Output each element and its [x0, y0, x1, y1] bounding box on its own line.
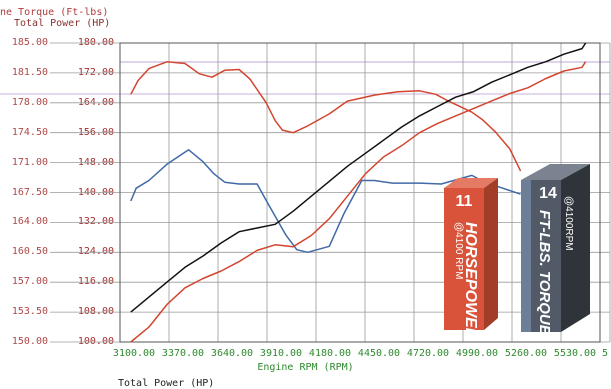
- y-right-tick: 180.00: [77, 37, 114, 48]
- tq-badge-rpm: @4100RPM: [563, 196, 574, 251]
- x-tick: 4180.00: [308, 348, 352, 359]
- y-left-tick: 171.00: [11, 156, 48, 168]
- tq-badge-side: [561, 164, 590, 332]
- tq-badge-number: 14: [539, 185, 557, 202]
- x-tick: 5530.00: [553, 348, 597, 359]
- series-lines: [130, 42, 587, 343]
- series-line-3: [130, 61, 587, 343]
- x-tick: 3640.00: [210, 348, 254, 359]
- horsepower-badge: 11 @4100 RPM HORSEPOWER: [444, 172, 498, 340]
- torque-badge: 14 @4100RPM FT-LBS. TORQUE: [521, 164, 590, 336]
- y-right-tick: 132.00: [77, 216, 114, 228]
- x-axis-title: Engine RPM (RPM): [257, 362, 354, 373]
- y-left-tick: 150.00: [11, 336, 48, 347]
- tq-badge-edge: [521, 180, 531, 332]
- x-tick: 3100.00: [112, 348, 156, 359]
- y-left-tick: 178.00: [11, 96, 48, 108]
- y-right-tick: 172.00: [77, 66, 114, 78]
- x-tick: 4990.00: [455, 348, 499, 359]
- y-left-tick: 185.00: [11, 37, 48, 48]
- x-tick: 3910.00: [259, 348, 303, 359]
- x-tick: 5: [602, 348, 609, 359]
- y-right-tick: 164.00: [77, 96, 114, 108]
- hp-badge-word: HORSEPOWER: [462, 222, 479, 340]
- y-left-tick: 181.50: [11, 66, 48, 78]
- y-right-tick: 108.00: [77, 306, 114, 318]
- x-tick: 4720.00: [406, 348, 450, 359]
- x-tick: 3370.00: [161, 348, 205, 359]
- series-line-0: [130, 149, 521, 254]
- tq-badge-top-face: [521, 164, 590, 180]
- hp-badge-side: [484, 178, 498, 330]
- y-right-tick: 100.00: [77, 336, 114, 347]
- y-left-tick: 157.00: [11, 276, 48, 288]
- right-axis-title: Total Power (HP): [14, 18, 111, 29]
- bottom-power-label: Total Power (HP): [118, 378, 215, 389]
- hp-badge-number: 11: [456, 193, 473, 210]
- plot-frame: [119, 42, 601, 343]
- y-right-tick: 140.00: [77, 186, 114, 198]
- y-right-tick: 124.00: [77, 246, 114, 258]
- series-line-2: [130, 42, 587, 313]
- y-left-tick: 174.50: [11, 126, 48, 138]
- x-tick: 5260.00: [504, 348, 548, 359]
- y-right-tick: 148.00: [77, 156, 114, 168]
- series-line-1: [130, 61, 522, 172]
- hp-badge-top-face: [444, 178, 498, 188]
- y-left-tick: 153.50: [11, 306, 48, 318]
- x-tick: 4450.00: [357, 348, 401, 359]
- tq-badge-word: FT-LBS. TORQUE: [536, 210, 553, 336]
- y-left-tick: 164.00: [11, 216, 48, 228]
- y-right-tick: 156.00: [77, 126, 114, 138]
- y-left-tick: 167.50: [11, 186, 48, 198]
- y-left-tick: 160.50: [11, 246, 48, 258]
- hp-badge-rpm: @4100 RPM: [453, 222, 464, 279]
- grid: [0, 42, 611, 343]
- y-right-tick: 116.00: [77, 276, 114, 288]
- left-axis-title: ne Torque (Ft-lbs): [0, 7, 109, 18]
- hp-badge-front: [444, 188, 484, 330]
